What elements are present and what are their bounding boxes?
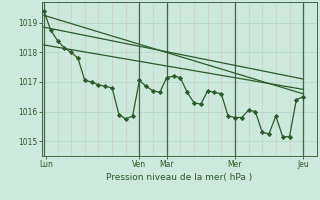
X-axis label: Pression niveau de la mer( hPa ): Pression niveau de la mer( hPa ): [106, 173, 252, 182]
